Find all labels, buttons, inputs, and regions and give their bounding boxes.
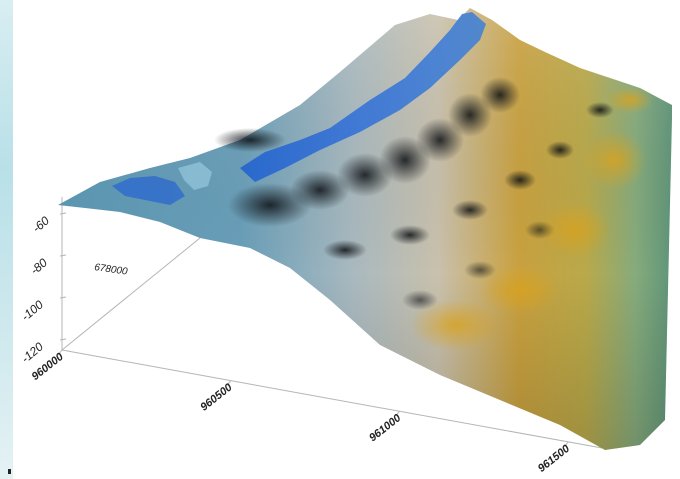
z-tick-mark bbox=[59, 338, 67, 341]
z-tick-mark bbox=[59, 254, 67, 257]
y-axis-line-base bbox=[61, 237, 201, 351]
x-tick-mark bbox=[563, 441, 569, 448]
x-axis-line bbox=[61, 349, 603, 449]
z-tick-mark bbox=[59, 296, 67, 299]
y-tick-label: 678000 bbox=[94, 262, 129, 278]
ridge-crest-left bbox=[112, 176, 185, 205]
surface-shading bbox=[58, 8, 672, 450]
ridge-crest-main bbox=[240, 12, 486, 182]
surface bbox=[58, 8, 672, 450]
ridge-crest-left-highlight bbox=[178, 162, 212, 190]
y-axis-ticks: 678000 bbox=[94, 262, 129, 278]
z-tick-label: -60 bbox=[30, 213, 53, 235]
x-tick-label: 961000 bbox=[367, 412, 404, 445]
x-tick-mark bbox=[226, 380, 232, 386]
z-tick-mark bbox=[59, 212, 67, 215]
x-tick-mark bbox=[57, 349, 63, 356]
x-tick-mark bbox=[395, 410, 400, 417]
z-tick-label: -80 bbox=[28, 255, 51, 277]
x-tick-label: 960500 bbox=[198, 381, 235, 414]
x-tick-label: 961500 bbox=[536, 442, 573, 475]
gold-patches bbox=[410, 86, 654, 351]
background-strip bbox=[0, 0, 13, 479]
marker-dot bbox=[8, 469, 11, 474]
z-tick-label: -100 bbox=[19, 297, 47, 323]
z-axis-ticks: -60 -80 -100 -120 bbox=[19, 212, 67, 366]
z-tick-label: -120 bbox=[19, 339, 47, 365]
